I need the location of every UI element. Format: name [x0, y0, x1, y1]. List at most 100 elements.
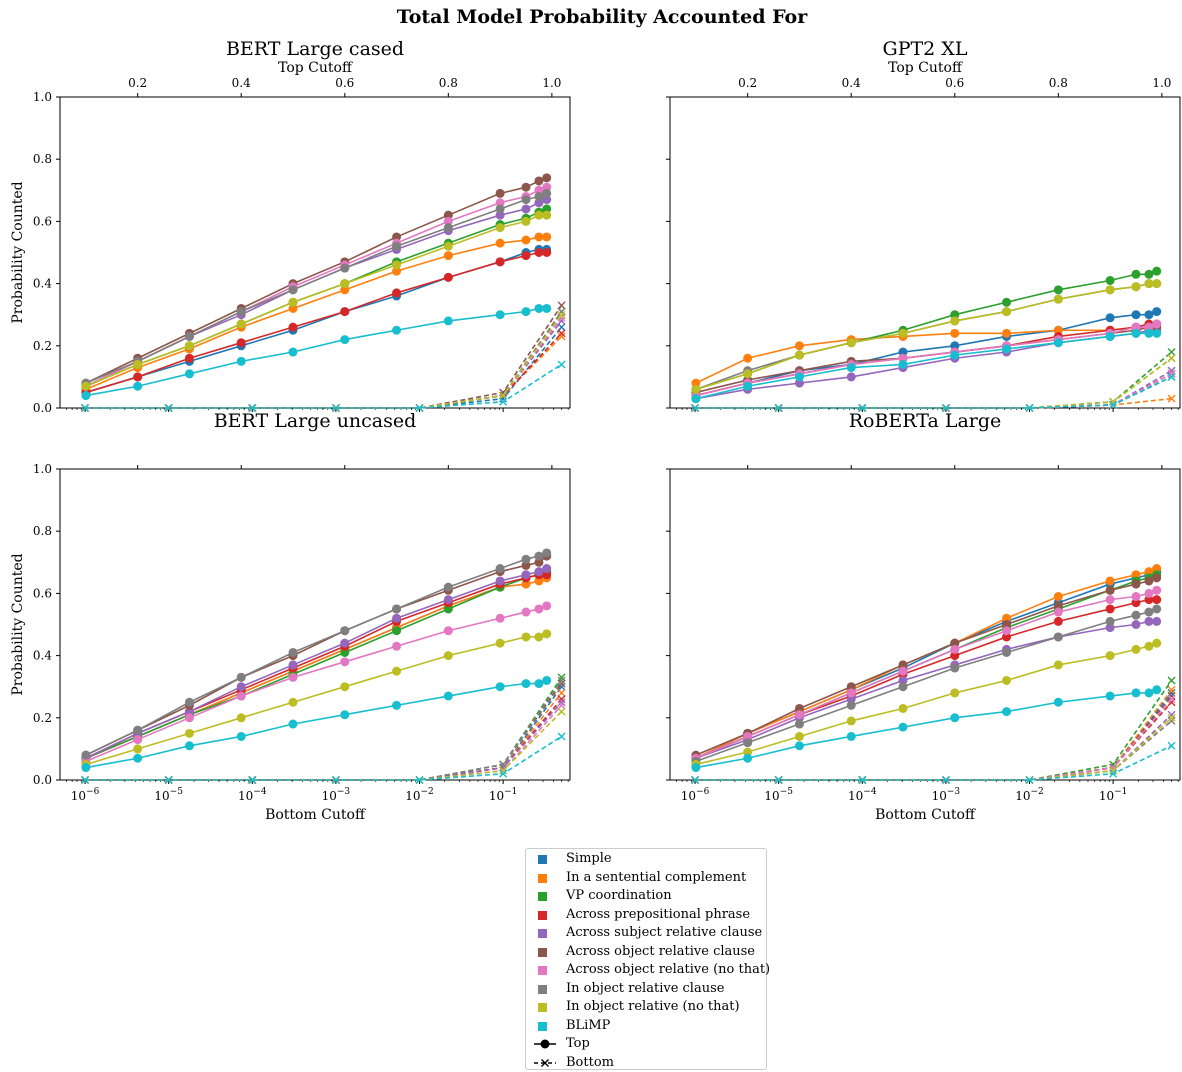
- top-point: [392, 260, 402, 270]
- top-point: [534, 176, 544, 186]
- bottom-point: [1167, 394, 1176, 403]
- top-point: [288, 719, 298, 729]
- top-point: [1152, 564, 1162, 574]
- bottom-series-line: [695, 695, 1173, 781]
- panel-roberta-large: RoBERTa Large 10−6 10−5 10−4 10−3 10−2 10−1 Bot…: [666, 410, 1181, 823]
- bottom-point: [248, 404, 257, 412]
- top-point: [534, 551, 544, 561]
- top-point: [236, 319, 246, 329]
- top-point: [340, 710, 350, 720]
- top-series-line: [85, 236, 547, 391]
- bottom-point: [774, 776, 783, 784]
- top-point: [794, 350, 804, 360]
- legend-item-in-object-relative-no-that: In object relative (no that): [526, 998, 766, 1016]
- top-point: [81, 763, 91, 773]
- top-point: [542, 629, 552, 639]
- top-point: [340, 279, 350, 289]
- top-point: [184, 369, 194, 379]
- bottom-point: [499, 388, 508, 397]
- top-point: [1002, 620, 1012, 629]
- bottom-point: [691, 776, 700, 784]
- top-point: [443, 595, 453, 605]
- top-point: [1152, 328, 1162, 338]
- bottom-point: [415, 404, 424, 412]
- top-point: [1152, 573, 1162, 583]
- top-point: [542, 195, 552, 205]
- series-in-object-relative-no-that: [81, 210, 566, 412]
- top-point: [1053, 285, 1063, 295]
- top-point: [534, 632, 544, 642]
- bottom-point: [1167, 741, 1176, 750]
- top-point: [1002, 307, 1012, 317]
- top-point: [521, 251, 531, 261]
- top-point: [1105, 651, 1115, 661]
- top-point: [392, 288, 402, 298]
- legend-label: In a sentential complement: [566, 869, 747, 885]
- bottom-point: [1109, 400, 1118, 409]
- top-point: [898, 666, 908, 676]
- top-point: [236, 338, 246, 348]
- top-point: [542, 232, 552, 242]
- y-axis-label: Probability Counted: [10, 181, 26, 323]
- legend-item-bottom: Bottom: [526, 1054, 766, 1072]
- top-point: [542, 182, 552, 192]
- bottom-series-line: [695, 745, 1172, 781]
- bottom-point: [164, 776, 173, 784]
- top-point: [1105, 616, 1115, 626]
- series-blimp: [691, 685, 1176, 784]
- legend-item-top: Top: [526, 1035, 766, 1053]
- top-point: [1144, 641, 1154, 651]
- bottom-point: [1167, 369, 1176, 378]
- legend-swatch: [538, 873, 547, 883]
- legend-top-marker: [534, 1039, 556, 1049]
- top-point: [898, 347, 908, 357]
- series-in-object-relative-no-that: [691, 638, 1176, 784]
- bottom-point: [499, 760, 508, 769]
- top-series-line: [85, 570, 547, 759]
- y-tick-label: 1.0: [33, 90, 52, 104]
- top-x-tick-label: 0.2: [128, 76, 147, 90]
- top-point: [521, 554, 531, 564]
- series-blimp: [81, 675, 566, 784]
- top-point: [1152, 604, 1162, 614]
- legend-item-in-a-sentential-complement: In a sentential complement: [526, 869, 766, 887]
- bottom-series-line: [85, 317, 563, 409]
- panel-title: BERT Large cased: [226, 38, 404, 60]
- top-point: [846, 338, 856, 348]
- bottom-point: [858, 404, 867, 412]
- top-point: [743, 738, 753, 748]
- series-blimp: [691, 328, 1176, 412]
- top-series-line: [695, 329, 1157, 400]
- top-point: [1131, 579, 1141, 589]
- bottom-x-axis-label: Bottom Cutoff: [265, 807, 366, 823]
- top-point: [184, 707, 194, 717]
- top-point: [846, 363, 856, 373]
- plot-frame: [669, 96, 1181, 409]
- top-point: [133, 381, 143, 391]
- top-point: [950, 341, 960, 351]
- panel-bert-large-cased: BERT Large cased 0.0 0.2 0.4 0.6 0.8 1.0 Probab…: [10, 38, 571, 415]
- top-point: [443, 604, 453, 614]
- bottom-x-tick-label: 10−3: [932, 787, 961, 803]
- bottom-point: [331, 776, 340, 784]
- top-point: [521, 195, 531, 205]
- top-point: [1152, 595, 1162, 605]
- y-tick-label: 0.0: [33, 401, 52, 415]
- series-across-object-relative-clause: [691, 573, 1176, 784]
- bottom-series-line: [85, 304, 563, 409]
- top-point: [846, 700, 856, 710]
- series-across-object-relative-clause: [81, 173, 566, 412]
- bottom-point: [1167, 685, 1176, 694]
- bottom-x-tick-label: 10−5: [154, 787, 183, 803]
- top-point: [1144, 588, 1154, 598]
- top-point: [443, 216, 453, 226]
- top-point: [443, 691, 453, 701]
- top-point: [898, 722, 908, 732]
- top-point: [184, 713, 194, 723]
- bottom-series-line: [85, 326, 563, 409]
- top-point: [1053, 660, 1063, 670]
- top-point: [133, 372, 143, 382]
- top-point: [1002, 626, 1012, 636]
- top-point: [495, 198, 505, 208]
- panel-title: GPT2 XL: [883, 38, 968, 60]
